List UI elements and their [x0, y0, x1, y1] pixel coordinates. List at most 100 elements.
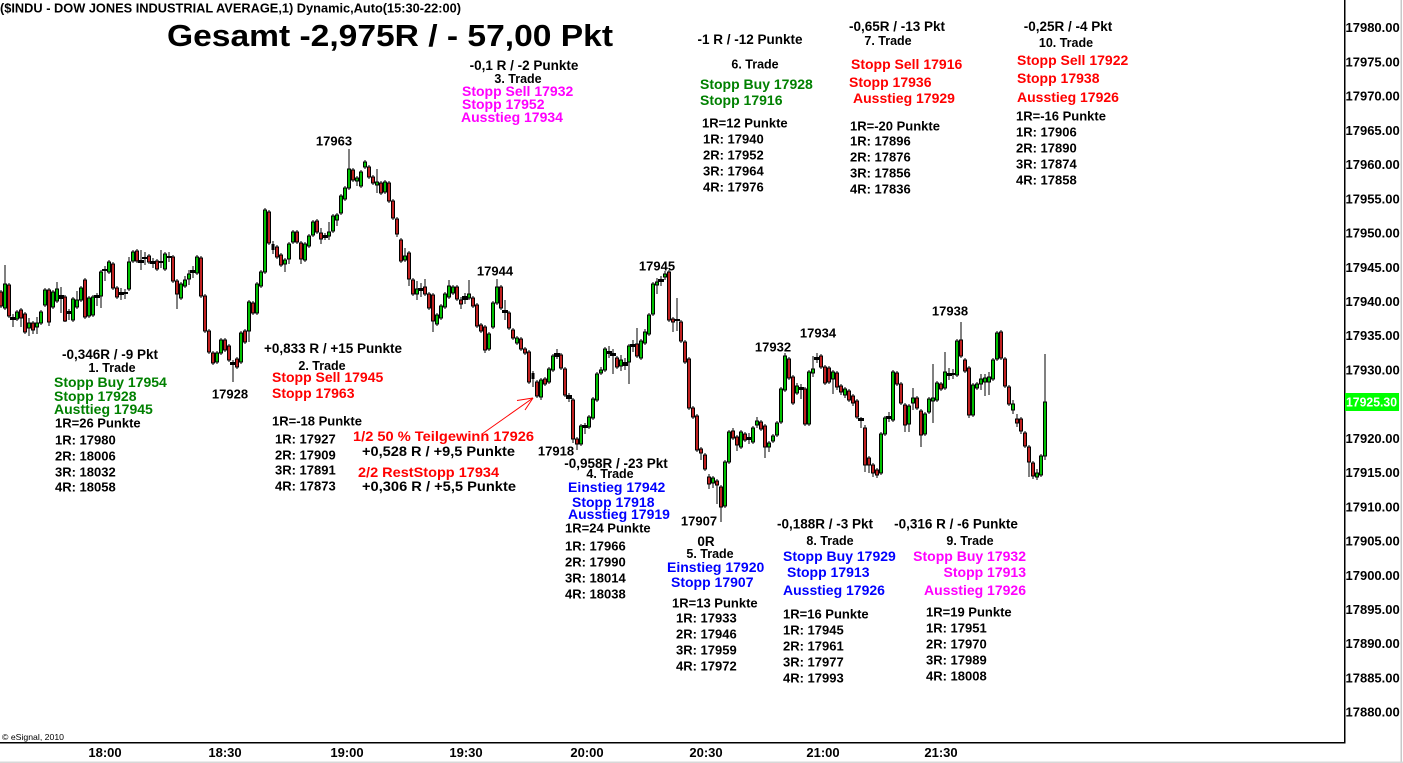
svg-text:1R=-20 Punkte: 1R=-20 Punkte	[850, 118, 940, 133]
svg-text:Stopp Sell 17916: Stopp Sell 17916	[851, 56, 962, 72]
svg-text:3R: 17874: 3R: 17874	[1016, 156, 1077, 171]
svg-text:21:00: 21:00	[806, 745, 839, 760]
svg-text:Stopp 17928: Stopp 17928	[54, 388, 137, 404]
svg-text:1R=-16 Punkte: 1R=-16 Punkte	[1016, 108, 1106, 123]
svg-text:3R: 17977: 3R: 17977	[783, 654, 844, 669]
svg-text:18:00: 18:00	[88, 745, 121, 760]
svg-text:Stopp 17913: Stopp 17913	[787, 564, 870, 580]
svg-text:17975.00: 17975.00	[1346, 54, 1400, 69]
svg-text:17950.00: 17950.00	[1346, 226, 1400, 241]
svg-text:17945.00: 17945.00	[1346, 260, 1400, 275]
svg-text:17907: 17907	[681, 513, 717, 528]
svg-text:2R: 17876: 2R: 17876	[850, 149, 911, 164]
svg-text:4R: 18038: 4R: 18038	[565, 586, 626, 601]
svg-text:Ausstieg 17919: Ausstieg 17919	[568, 506, 670, 522]
svg-text:17934: 17934	[800, 325, 837, 340]
svg-text:1R=19 Punkte: 1R=19 Punkte	[926, 604, 1012, 619]
svg-text:17955.00: 17955.00	[1346, 191, 1400, 206]
svg-text:Austtieg 17945: Austtieg 17945	[54, 401, 153, 417]
svg-text:1R=13 Punkte: 1R=13 Punkte	[672, 595, 758, 610]
svg-text:17945: 17945	[639, 258, 675, 273]
svg-text:3R: 17964: 3R: 17964	[703, 163, 764, 178]
svg-text:-0,316 R / -6 Punkte: -0,316 R / -6 Punkte	[894, 516, 1018, 531]
svg-text:Ausstieg 17926: Ausstieg 17926	[1017, 89, 1119, 105]
svg-text:17895.00: 17895.00	[1346, 602, 1400, 617]
svg-text:Ausstieg 17926: Ausstieg 17926	[783, 582, 885, 598]
svg-text:2R: 17970: 2R: 17970	[926, 636, 987, 651]
svg-text:-0,1 R / -2 Punkte: -0,1 R / -2 Punkte	[470, 58, 579, 73]
svg-text:4R: 17858: 4R: 17858	[1016, 172, 1077, 187]
svg-text:3R: 18014: 3R: 18014	[565, 570, 626, 585]
svg-text:17890.00: 17890.00	[1346, 636, 1400, 651]
svg-text:Stopp 17913: Stopp 17913	[944, 564, 1027, 580]
svg-text:2R: 17952: 2R: 17952	[703, 147, 764, 162]
svg-text:Gesamt -2,975R / - 57,00 Pkt: Gesamt -2,975R / - 57,00 Pkt	[167, 18, 613, 53]
svg-text:0R: 0R	[697, 534, 715, 549]
svg-text:Stopp 17918: Stopp 17918	[572, 494, 655, 510]
svg-text:17935.00: 17935.00	[1346, 328, 1400, 343]
svg-text:19:00: 19:00	[330, 745, 363, 760]
svg-text:8. Trade: 8. Trade	[806, 534, 853, 548]
svg-text:-1 R / -12 Punkte: -1 R / -12 Punkte	[697, 32, 803, 47]
svg-text:Stopp Buy 17954: Stopp Buy 17954	[54, 374, 167, 390]
svg-text:-0,65R / -13 Pkt: -0,65R / -13 Pkt	[849, 19, 946, 34]
svg-text:-0,958R / -23 Pkt: -0,958R / -23 Pkt	[564, 456, 668, 471]
svg-text:17940.00: 17940.00	[1346, 294, 1400, 309]
svg-text:17932: 17932	[755, 339, 791, 354]
svg-text:Stopp Buy 17928: Stopp Buy 17928	[700, 76, 813, 92]
svg-text:10. Trade: 10. Trade	[1039, 36, 1093, 50]
svg-text:4R: 17972: 4R: 17972	[676, 658, 737, 673]
svg-text:20:30: 20:30	[689, 745, 722, 760]
svg-text:1R: 17945: 1R: 17945	[783, 622, 844, 637]
svg-text:2/2 RestStopp 17934: 2/2 RestStopp 17934	[358, 464, 499, 480]
svg-text:4R: 17873: 4R: 17873	[275, 478, 336, 493]
svg-text:Stopp Sell 17922: Stopp Sell 17922	[1017, 52, 1128, 68]
svg-text:17905.00: 17905.00	[1346, 534, 1400, 549]
svg-text:+0,833 R / +15 Punkte: +0,833 R / +15 Punkte	[264, 341, 403, 356]
svg-text:5. Trade: 5. Trade	[686, 547, 733, 561]
svg-text:Einstieg 17942: Einstieg 17942	[568, 479, 665, 495]
svg-text:4R: 18008: 4R: 18008	[926, 668, 987, 683]
svg-text:-0,25R / -4 Pkt: -0,25R / -4 Pkt	[1024, 19, 1113, 34]
svg-text:1R=16 Punkte: 1R=16 Punkte	[783, 606, 869, 621]
svg-text:1R: 17927: 1R: 17927	[275, 431, 336, 446]
svg-text:Stopp 17963: Stopp 17963	[272, 385, 355, 401]
svg-text:17918: 17918	[538, 443, 574, 458]
svg-text:Stopp Sell 17932: Stopp Sell 17932	[462, 83, 573, 99]
svg-text:2R: 17990: 2R: 17990	[565, 554, 626, 569]
svg-text:17928: 17928	[212, 386, 248, 401]
svg-text:+0,528 R / +9,5 Punkte: +0,528 R / +9,5 Punkte	[362, 444, 516, 459]
svg-text:2R: 17946: 2R: 17946	[676, 626, 737, 641]
svg-text:+0,306 R / +5,5 Punkte: +0,306 R / +5,5 Punkte	[362, 479, 517, 494]
svg-text:17920.00: 17920.00	[1346, 431, 1400, 446]
svg-text:Stopp 17916: Stopp 17916	[700, 92, 783, 108]
svg-text:1R=-18 Punkte: 1R=-18 Punkte	[272, 413, 362, 428]
svg-text:Ausstieg 17926: Ausstieg 17926	[924, 582, 1026, 598]
svg-text:4. Trade: 4. Trade	[586, 467, 633, 481]
svg-text:Ausstieg 17934: Ausstieg 17934	[461, 109, 563, 125]
svg-text:3. Trade: 3. Trade	[494, 72, 541, 86]
svg-text:1R: 17896: 1R: 17896	[850, 133, 911, 148]
svg-text:17963: 17963	[316, 133, 352, 148]
svg-text:17938: 17938	[932, 303, 968, 318]
svg-text:Stopp 17936: Stopp 17936	[849, 74, 932, 90]
svg-text:3R: 17989: 3R: 17989	[926, 652, 987, 667]
svg-text:4R: 17993: 4R: 17993	[783, 670, 844, 685]
svg-text:1. Trade: 1. Trade	[88, 361, 135, 375]
svg-text:3R: 17891: 3R: 17891	[275, 462, 336, 477]
svg-text:2R: 17961: 2R: 17961	[783, 638, 844, 653]
svg-text:4R: 17976: 4R: 17976	[703, 179, 764, 194]
svg-text:1R: 17933: 1R: 17933	[676, 610, 737, 625]
svg-text:4R: 18058: 4R: 18058	[55, 479, 116, 494]
svg-text:3R: 17856: 3R: 17856	[850, 165, 911, 180]
svg-text:Einstieg 17920: Einstieg 17920	[667, 559, 764, 575]
svg-text:3R: 17959: 3R: 17959	[676, 642, 737, 657]
svg-text:18:30: 18:30	[208, 745, 241, 760]
svg-text:17910.00: 17910.00	[1346, 499, 1400, 514]
svg-text:-0,188R / -3 Pkt: -0,188R / -3 Pkt	[777, 516, 874, 531]
svg-text:Stopp 17907: Stopp 17907	[671, 574, 754, 590]
svg-text:17980.00: 17980.00	[1346, 20, 1400, 35]
svg-text:6. Trade: 6. Trade	[731, 58, 778, 72]
svg-text:17915.00: 17915.00	[1346, 465, 1400, 480]
svg-text:17944: 17944	[477, 263, 514, 278]
